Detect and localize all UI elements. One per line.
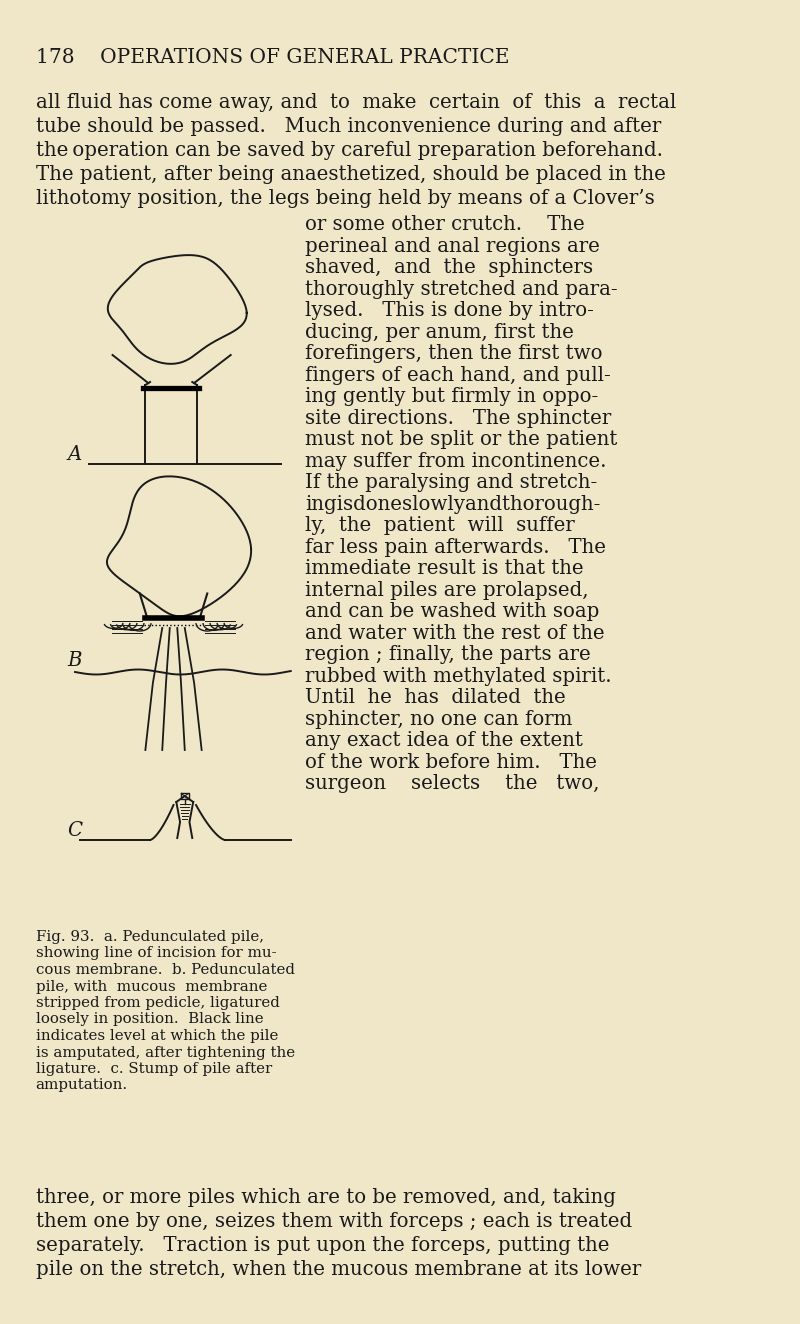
Text: must not be split or the patient: must not be split or the patient	[305, 430, 617, 449]
Text: indicates level at which the pile: indicates level at which the pile	[36, 1029, 278, 1043]
Text: region ; finally, the parts are: region ; finally, the parts are	[305, 645, 590, 665]
Text: and can be washed with soap: and can be washed with soap	[305, 602, 599, 621]
Text: internal piles are prolapsed,: internal piles are prolapsed,	[305, 580, 589, 600]
Text: immediate result is that the: immediate result is that the	[305, 559, 583, 579]
Text: pile, with  mucous  membrane: pile, with mucous membrane	[36, 980, 267, 993]
Text: forefingers, then the first two: forefingers, then the first two	[305, 344, 602, 363]
Text: tube should be passed.   Much inconvenience during and after: tube should be passed. Much inconvenienc…	[36, 117, 661, 136]
Text: lithotomy position, the legs being held by means of a Clover’s: lithotomy position, the legs being held …	[36, 189, 654, 208]
Text: fingers of each hand, and pull-: fingers of each hand, and pull-	[305, 365, 610, 384]
Text: shaved,  and  the  sphincters: shaved, and the sphincters	[305, 258, 593, 277]
Text: The patient, after being anaesthetized, should be placed in the: The patient, after being anaesthetized, …	[36, 166, 666, 184]
Text: pile on the stretch, when the mucous membrane at its lower: pile on the stretch, when the mucous mem…	[36, 1260, 641, 1279]
Text: C: C	[67, 821, 82, 839]
Text: ly,  the  patient  will  suffer: ly, the patient will suffer	[305, 516, 574, 535]
Text: any exact idea of the extent: any exact idea of the extent	[305, 731, 582, 749]
Text: ligature.  c. Stump of pile after: ligature. c. Stump of pile after	[36, 1062, 272, 1076]
Text: three, or more piles which are to be removed, and, taking: three, or more piles which are to be rem…	[36, 1188, 615, 1207]
Text: thoroughly stretched and para-: thoroughly stretched and para-	[305, 279, 618, 298]
Text: all fluid has come away, and  to  make  certain  of  this  a  rectal: all fluid has come away, and to make cer…	[36, 93, 676, 113]
Text: If the paralysing and stretch-: If the paralysing and stretch-	[305, 473, 597, 493]
Text: rubbed with methylated spirit.: rubbed with methylated spirit.	[305, 666, 611, 686]
Text: Fig. 93.  a. Pedunculated pile,: Fig. 93. a. Pedunculated pile,	[36, 929, 264, 944]
Text: and water with the rest of the: and water with the rest of the	[305, 624, 605, 642]
Text: is amputated, after tightening the: is amputated, after tightening the	[36, 1046, 294, 1059]
Text: surgeon    selects    the   two,: surgeon selects the two,	[305, 775, 599, 793]
Text: separately.   Traction is put upon the forceps, putting the: separately. Traction is put upon the for…	[36, 1237, 609, 1255]
Text: A: A	[67, 445, 82, 463]
Text: stripped from pedicle, ligatured: stripped from pedicle, ligatured	[36, 996, 279, 1010]
Text: them one by one, seizes them with forceps ; each is treated: them one by one, seizes them with forcep…	[36, 1211, 632, 1231]
Text: showing line of incision for mu-: showing line of incision for mu-	[36, 947, 276, 960]
Text: sphincter, no one can form: sphincter, no one can form	[305, 710, 572, 728]
Text: or some other crutch.    The: or some other crutch. The	[305, 214, 585, 234]
Text: ing gently but firmly in oppo-: ing gently but firmly in oppo-	[305, 387, 598, 406]
Text: Until  he  has  dilated  the: Until he has dilated the	[305, 688, 566, 707]
Text: 178    OPERATIONS OF GENERAL PRACTICE: 178 OPERATIONS OF GENERAL PRACTICE	[36, 48, 509, 68]
Text: lysed.   This is done by intro-: lysed. This is done by intro-	[305, 301, 594, 320]
Text: B: B	[67, 650, 82, 670]
Text: the operation can be saved by careful preparation beforehand.: the operation can be saved by careful pr…	[36, 140, 662, 160]
Text: ducing, per anum, first the: ducing, per anum, first the	[305, 323, 574, 342]
Text: of the work before him.   The: of the work before him. The	[305, 752, 597, 772]
Text: site directions.   The sphincter: site directions. The sphincter	[305, 409, 611, 428]
Text: cous membrane.  b. Pedunculated: cous membrane. b. Pedunculated	[36, 963, 294, 977]
Text: may suffer from incontinence.: may suffer from incontinence.	[305, 451, 606, 470]
Text: ingisdoneslowlyandthorough-: ingisdoneslowlyandthorough-	[305, 494, 600, 514]
Text: far less pain afterwards.   The: far less pain afterwards. The	[305, 538, 606, 556]
Text: perineal and anal regions are: perineal and anal regions are	[305, 237, 600, 256]
Text: loosely in position.  Black line: loosely in position. Black line	[36, 1013, 263, 1026]
Text: amputation.: amputation.	[36, 1079, 128, 1092]
